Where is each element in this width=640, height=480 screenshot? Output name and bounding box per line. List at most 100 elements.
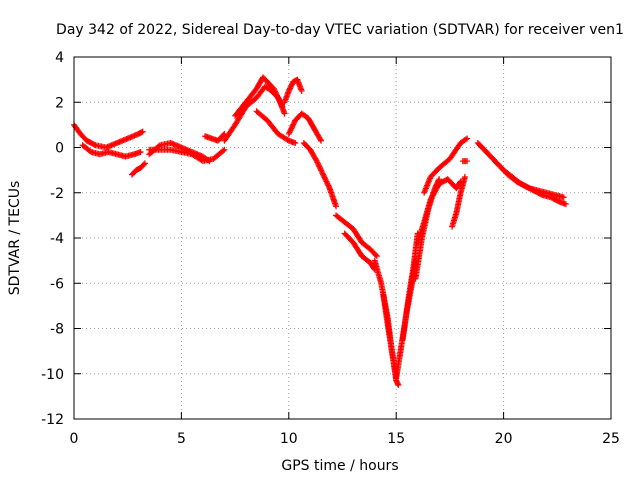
data-point	[289, 124, 296, 131]
data-point	[275, 96, 282, 103]
data-series	[146, 146, 228, 165]
data-point	[314, 159, 321, 166]
data-point	[276, 97, 283, 104]
y-axis-title: SDTVAR / TECUs	[7, 181, 23, 296]
data-series	[281, 76, 305, 106]
x-tick-labels: 0 5 10 15 20 25	[70, 431, 620, 447]
data-point	[324, 179, 331, 186]
data-point	[313, 156, 320, 163]
data-point	[298, 87, 305, 94]
y-tick-label: -6	[50, 276, 64, 292]
data-series	[474, 139, 567, 201]
data-series	[459, 158, 471, 165]
data-point	[284, 136, 291, 143]
y-tick-label: 4	[55, 50, 64, 66]
data-point	[318, 137, 325, 144]
data-point	[292, 139, 299, 146]
data-point	[313, 158, 320, 165]
data-point	[271, 87, 278, 94]
data-point	[317, 166, 324, 173]
y-tick-label: 2	[55, 95, 64, 111]
data-point	[318, 168, 325, 175]
data-point	[323, 178, 330, 185]
y-tick-label: -8	[50, 322, 64, 338]
data-point	[220, 147, 227, 154]
x-tick-label: 5	[177, 431, 186, 447]
data-point	[322, 177, 329, 184]
data-point	[315, 162, 322, 169]
data-point	[221, 146, 228, 153]
data-series	[399, 257, 419, 343]
data-point	[273, 92, 280, 99]
data-series	[333, 212, 380, 260]
y-tick-label: -12	[41, 412, 64, 428]
data-point	[461, 173, 468, 180]
data-point	[325, 183, 332, 190]
y-tick-labels: -12 -10 -8 -6 -4 -2 0 2 4	[41, 50, 64, 428]
data-point	[289, 122, 296, 129]
data-point	[395, 382, 402, 389]
data-point	[275, 95, 282, 102]
x-tick-label: 25	[602, 431, 620, 447]
data-point	[86, 148, 93, 155]
y-tick-label: -4	[50, 231, 64, 247]
data-point	[464, 135, 471, 142]
data-point	[325, 182, 332, 189]
data-point	[316, 164, 323, 171]
data-point	[560, 194, 567, 201]
x-tick-label: 0	[70, 431, 79, 447]
data-point	[281, 110, 288, 117]
data-point	[373, 253, 380, 260]
data-point	[274, 93, 281, 100]
x-tick-label: 15	[387, 431, 405, 447]
data-series	[232, 74, 288, 119]
data-series	[79, 142, 144, 160]
data-series	[479, 144, 569, 208]
data-point	[320, 171, 327, 178]
data-series	[449, 173, 468, 230]
data-point	[287, 126, 294, 133]
data-point	[139, 128, 146, 135]
data-point	[285, 130, 292, 137]
chart-title: Day 342 of 2022, Sidereal Day-to-day VTE…	[56, 22, 624, 38]
data-series	[300, 139, 340, 210]
data-series	[421, 135, 471, 196]
data-point	[270, 85, 277, 92]
data-series	[285, 110, 325, 144]
data-point	[333, 203, 340, 210]
data-series	[202, 130, 228, 144]
data-point	[287, 128, 294, 135]
data-series	[341, 230, 378, 273]
x-tick-label: 10	[280, 431, 298, 447]
data-point	[464, 158, 471, 165]
x-axis-title: GPS time / hours	[281, 458, 398, 474]
data-point	[319, 170, 326, 177]
data-point	[317, 136, 324, 143]
data-point	[290, 120, 297, 127]
data-point	[140, 161, 147, 168]
data-point	[372, 251, 379, 258]
data-point	[141, 160, 148, 167]
data-point	[286, 129, 293, 136]
data-point	[272, 88, 279, 95]
data-point	[320, 173, 327, 180]
data-series	[253, 108, 299, 146]
axis-ticks	[73, 56, 612, 420]
data-point	[273, 91, 280, 98]
data-point	[538, 191, 545, 198]
data-points	[71, 74, 569, 389]
data-point	[562, 201, 569, 208]
y-tick-label: -10	[41, 367, 64, 383]
y-tick-label: -2	[50, 186, 64, 202]
y-tick-label: 0	[55, 141, 64, 157]
data-point	[462, 136, 469, 143]
data-point	[322, 175, 329, 182]
data-series	[128, 160, 148, 178]
data-point	[290, 121, 297, 128]
data-point	[288, 125, 295, 132]
data-point	[91, 141, 98, 148]
grid-lines	[74, 57, 611, 419]
data-point	[316, 163, 323, 170]
data-series	[71, 121, 146, 151]
